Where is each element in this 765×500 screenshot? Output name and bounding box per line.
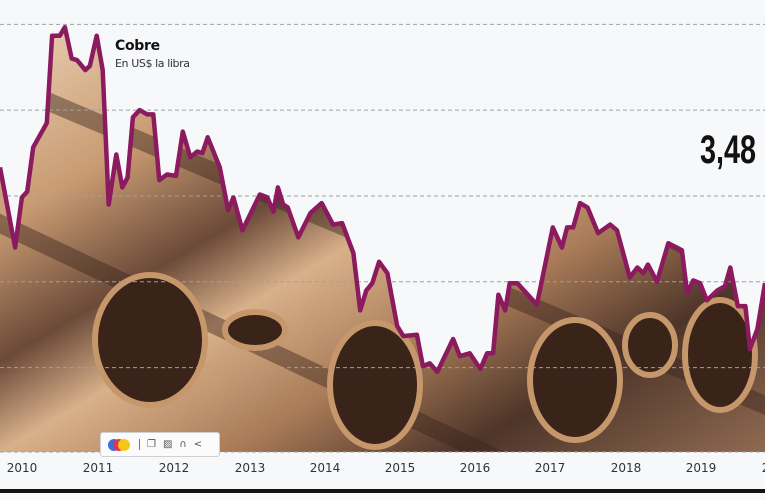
chart-title: Cobre: [115, 38, 160, 54]
x-tick-label: 2014: [309, 461, 341, 475]
listen-icon[interactable]: ∩: [179, 438, 187, 450]
x-tick-label: 2010: [6, 461, 38, 475]
x-tick-label: 2017: [534, 461, 566, 475]
x-tick-label: 2018: [610, 461, 642, 475]
translator-toolbar: ❐ ▨ ∩ <: [100, 432, 220, 457]
x-tick-label: 2020: [762, 461, 765, 475]
chart-subtitle: En US$ la libra: [115, 57, 190, 70]
x-tick-label: 2012: [158, 461, 190, 475]
share-icon[interactable]: <: [193, 438, 203, 450]
bottom-border: [0, 489, 765, 493]
translate-icon[interactable]: ▨: [162, 438, 173, 450]
toolbar-divider: [139, 439, 140, 450]
x-tick-label: 2016: [459, 461, 491, 475]
x-tick-label: 2015: [384, 461, 416, 475]
x-tick-label: 2019: [685, 461, 717, 475]
x-tick-label: 2013: [234, 461, 266, 475]
x-tick-label: 2011: [82, 461, 114, 475]
copy-icon[interactable]: ❐: [147, 438, 156, 450]
translator-logo-icon[interactable]: [108, 438, 132, 451]
current-price-value: 3,48: [700, 128, 757, 172]
